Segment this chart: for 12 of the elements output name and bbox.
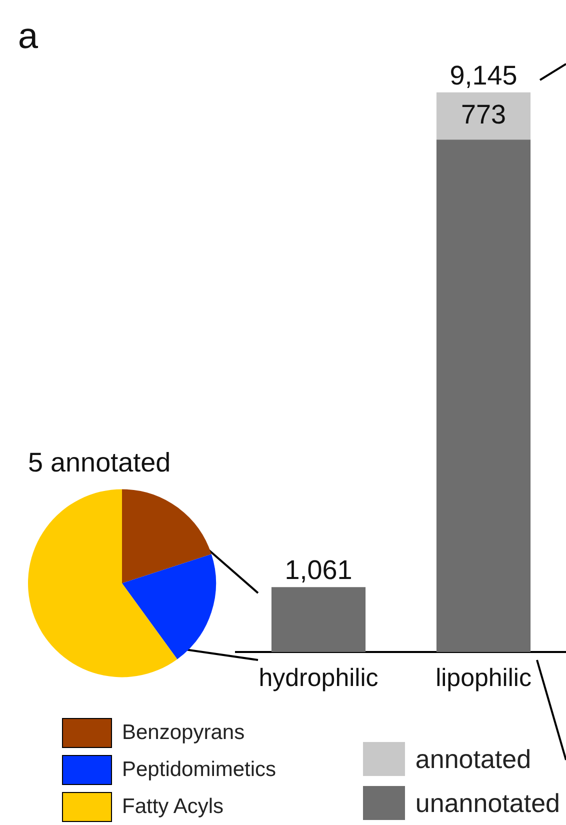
legend-label: unannotated	[415, 788, 560, 818]
total-label: 9,145	[450, 60, 518, 90]
x-tick-label: lipophilic	[436, 664, 532, 692]
legend-label: Fatty Acyls	[122, 794, 224, 818]
legend-label: Benzopyrans	[122, 720, 245, 744]
chart-title: 5 annotated	[28, 448, 171, 478]
text: a	[18, 14, 39, 56]
total-label: 1,061	[284, 555, 352, 586]
data-label: 773	[460, 99, 506, 130]
legend-label: annotated	[415, 744, 532, 774]
x-tick-label: hydrophilic	[258, 664, 378, 692]
legend-label: Peptidomimetics	[122, 758, 276, 782]
